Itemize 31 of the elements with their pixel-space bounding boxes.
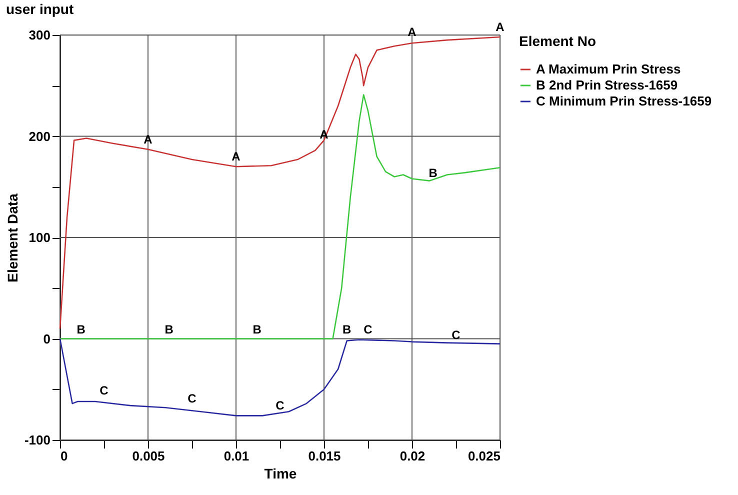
annotation: B bbox=[164, 322, 174, 337]
y-tick-label: 300 bbox=[28, 28, 50, 42]
annotation: B bbox=[428, 166, 438, 180]
x-tick-label: 0.015 bbox=[308, 448, 341, 464]
annotation: C bbox=[100, 383, 109, 398]
chart-title: user input bbox=[6, 0, 74, 17]
annotation: B bbox=[342, 322, 352, 337]
annotation: B bbox=[76, 322, 86, 337]
x-tick-label: 0.025 bbox=[468, 448, 500, 464]
legend-label: A Maximum Prin Stress bbox=[536, 62, 681, 76]
y-tick-label: -100 bbox=[24, 432, 50, 448]
annotation: C bbox=[276, 398, 285, 413]
y-tick-label: 0 bbox=[43, 331, 50, 346]
legend-title: Element No bbox=[519, 33, 596, 49]
annotation: C bbox=[188, 392, 197, 406]
y-tick-label: 200 bbox=[28, 128, 50, 144]
annotation: C bbox=[364, 322, 373, 337]
y-axis-title: Element Data bbox=[4, 193, 20, 282]
x-tick-label: 0.02 bbox=[400, 448, 426, 464]
legend-label: C Minimum Prin Stress-1659 bbox=[536, 94, 712, 108]
legend-label: B 2nd Prin Stress-1659 bbox=[536, 78, 678, 92]
x-tick-label: 0.01 bbox=[224, 448, 250, 464]
x-axis-title: Time bbox=[264, 466, 297, 482]
y-tick-label: 100 bbox=[28, 230, 50, 245]
line-series bbox=[59, 94, 501, 340]
x-tick-label: 0 bbox=[60, 448, 68, 464]
annotation: B bbox=[252, 322, 262, 337]
line-series bbox=[59, 338, 501, 416]
annotation: C bbox=[452, 328, 461, 342]
x-tick-label: 0.005 bbox=[132, 448, 165, 464]
annotation: A bbox=[496, 20, 505, 34]
